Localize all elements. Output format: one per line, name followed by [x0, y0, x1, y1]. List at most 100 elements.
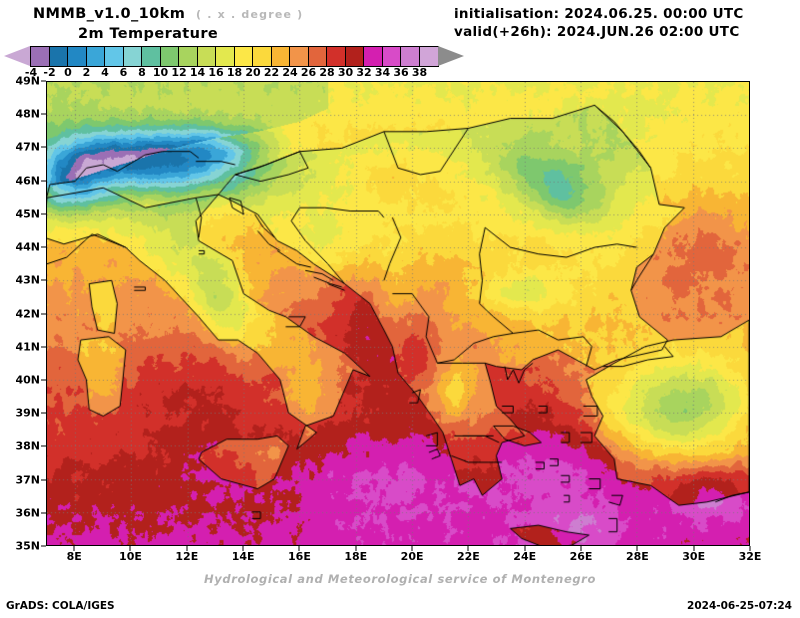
colorbar-cell: [308, 47, 327, 66]
longitude-tick-label: 32E: [738, 550, 762, 563]
latitude-tick-label: 44N: [15, 240, 40, 254]
latitude-tick-label: 49N: [15, 74, 40, 88]
colorbar-tick-label: 34: [374, 66, 391, 79]
longitude-tick-label: 30E: [682, 550, 706, 563]
colorbar-tick-label: 28: [319, 66, 335, 79]
colorbar-cell: [290, 47, 309, 66]
colorbar-under-cap: [4, 46, 30, 66]
latitude-tick-mark: [41, 246, 46, 248]
field-title: 2m Temperature: [78, 26, 219, 42]
longitude-tick-label: 14E: [231, 550, 255, 563]
colorbar-cell: [68, 47, 87, 66]
colorbar-tick-label: 16: [208, 66, 224, 79]
colorbar-cell: [327, 47, 346, 66]
longitude-tick-mark: [242, 546, 244, 551]
chart-header: NMMB_v1.0_10km ( . x . degree ) 2m Tempe…: [0, 0, 800, 44]
colorbar-cell: [31, 47, 50, 66]
longitude-tick-mark: [186, 546, 188, 551]
latitude-tick-mark: [41, 545, 46, 547]
longitude-tick-label: 24E: [513, 550, 537, 563]
longitude-tick-mark: [73, 546, 75, 551]
colorbar-tick-label: 26: [300, 66, 317, 79]
longitude-tick-label: 16E: [288, 550, 311, 563]
colorbar-tick-label: 20: [245, 66, 261, 79]
temperature-map: [46, 81, 750, 546]
colorbar-tick-label: 38: [411, 66, 428, 79]
colorbar-tick-label: 0: [64, 66, 72, 79]
colorbar-tick-label: 6: [119, 66, 128, 79]
latitude-tick-mark: [41, 445, 46, 447]
latitude-tick-mark: [41, 346, 46, 348]
latitude-tick-label: 35N: [15, 539, 40, 553]
colorbar-strip: [30, 46, 439, 67]
latitude-tick-label: 46N: [15, 174, 40, 188]
latitude-tick-mark: [41, 479, 46, 481]
longitude-tick-mark: [580, 546, 582, 551]
colorbar-cell: [160, 47, 179, 66]
colorbar-cell: [179, 47, 198, 66]
latitude-tick-mark: [41, 113, 46, 115]
temperature-colorbar: -4 -2 0 2 4 6 8 10 12 14 16 18 20 22 24 26 28 30 32 34 36 38: [0, 44, 800, 79]
latitude-tick-label: 37N: [15, 473, 40, 487]
colorbar-cell: [197, 47, 216, 66]
latitude-tick-mark: [41, 379, 46, 381]
longitude-tick-label: 8E: [66, 550, 82, 563]
latitude-tick-label: 42N: [15, 307, 40, 320]
grads-attribution: GrADS: COLA/IGES: [6, 600, 115, 612]
latitude-tick-label: 47N: [15, 140, 40, 154]
longitude-tick-label: 12E: [175, 550, 199, 563]
initialisation-time: initialisation: 2024.06.25. 00:00 UTC: [454, 6, 744, 22]
longitude-tick-label: 18E: [344, 550, 368, 563]
colorbar-tick-label: 36: [393, 66, 409, 79]
colorbar-tick-label: 30: [337, 66, 354, 79]
latitude-tick-mark: [41, 313, 46, 314]
longitude-tick-label: 22E: [456, 550, 480, 563]
colorbar-cell: [253, 47, 272, 66]
colorbar-tick-label: -4: [24, 66, 38, 79]
generation-timestamp: 2024-06-25-07:24: [687, 600, 792, 612]
colorbar-cell: [364, 47, 383, 66]
latitude-tick-mark: [41, 279, 46, 281]
longitude-tick-mark: [524, 546, 526, 551]
latitude-tick-label: 36N: [15, 506, 40, 520]
colorbar-cell: [123, 47, 142, 66]
longitude-tick-mark: [411, 546, 413, 551]
colorbar-cell: [216, 47, 235, 66]
colorbar-cell: [382, 47, 401, 66]
colorbar-tick-label: 32: [356, 66, 372, 79]
model-title: NMMB_v1.0_10km: [33, 6, 186, 22]
latitude-tick-label: 40N: [15, 373, 40, 387]
colorbar-over-cap: [438, 46, 464, 66]
valid-time: valid(+26h): 2024.JUN.26 02:00 UTC: [454, 24, 740, 40]
longitude-tick-label: 28E: [625, 550, 649, 563]
latitude-tick-label: 41N: [15, 340, 40, 354]
longitude-tick-mark: [636, 546, 638, 551]
longitude-tick-mark: [355, 546, 357, 551]
colorbar-tick-label: 12: [171, 66, 187, 79]
latitude-tick-label: 43N: [15, 273, 40, 287]
longitude-tick-label: 26E: [569, 550, 593, 563]
latitude-tick-mark: [41, 146, 46, 148]
colorbar-tick-label: 4: [101, 66, 109, 79]
colorbar-cell: [49, 47, 68, 66]
colorbar-cell: [142, 47, 161, 66]
model-units-label: ( . x . degree ): [196, 8, 304, 21]
latitude-tick-label: 45N: [15, 207, 40, 221]
longitude-tick-mark: [467, 546, 469, 551]
colorbar-tick-label: 14: [189, 66, 206, 79]
colorbar-tick-label: -2: [43, 66, 56, 79]
colorbar-tick-label: 22: [263, 66, 280, 79]
latitude-tick-mark: [41, 512, 46, 514]
colorbar-tick-label: 24: [282, 66, 298, 79]
colorbar-tick-label: 18: [226, 66, 243, 79]
longitude-tick-mark: [298, 546, 300, 551]
latitude-tick-mark: [41, 412, 46, 414]
temperature-field-canvas: [47, 82, 749, 545]
colorbar-cell: [105, 47, 124, 66]
longitude-tick-label: 20E: [400, 550, 424, 563]
colorbar-cell: [234, 47, 253, 66]
latitude-tick-mark: [41, 180, 46, 182]
latitude-tick-mark: [41, 213, 46, 215]
credit-line: Hydrological and Meteorological service …: [204, 572, 596, 586]
colorbar-cell: [271, 47, 290, 66]
